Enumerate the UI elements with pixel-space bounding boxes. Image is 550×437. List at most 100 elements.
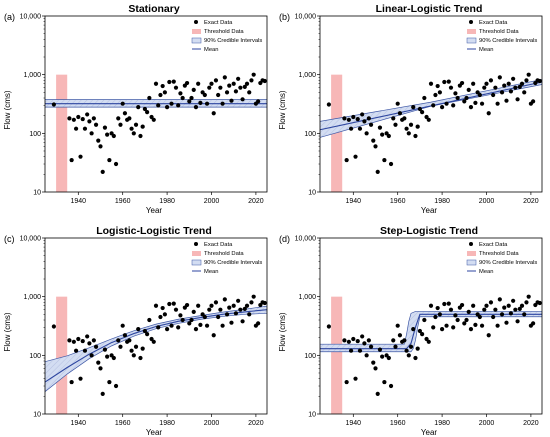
data-point <box>368 344 374 349</box>
data-point <box>353 376 358 381</box>
data-point <box>207 307 212 312</box>
legend: Exact Data Threshold Data 90% Credible I… <box>466 242 537 275</box>
data-point <box>446 79 451 84</box>
data-point <box>145 332 150 337</box>
data-point <box>147 95 152 101</box>
ci-band-hatch <box>320 79 542 138</box>
data-point <box>262 300 267 306</box>
legend-label-mean: Mean <box>204 269 219 275</box>
data-point <box>453 313 458 318</box>
data-point <box>151 117 156 122</box>
data-point <box>368 122 374 127</box>
data-point <box>524 300 529 305</box>
data-point <box>406 353 411 358</box>
data-point <box>420 332 425 337</box>
data-point <box>129 126 134 131</box>
data-point <box>111 133 116 139</box>
legend-marker-ci <box>466 259 477 266</box>
data-point <box>360 112 365 117</box>
data-point <box>158 314 163 320</box>
data-point <box>211 111 216 116</box>
data-point <box>526 294 531 299</box>
data-point <box>213 78 219 83</box>
data-point <box>100 391 105 397</box>
x-tick-label: 1980 <box>434 198 450 205</box>
data-point <box>196 303 201 308</box>
data-point <box>116 338 121 343</box>
data-point <box>118 344 123 349</box>
data-point <box>402 116 407 121</box>
legend-marker-ci <box>191 259 202 266</box>
data-point <box>67 338 72 343</box>
data-point <box>364 131 369 136</box>
data-point <box>149 336 154 342</box>
data-point <box>169 323 174 328</box>
data-point <box>519 81 525 86</box>
y-tick-label: 10 <box>308 412 316 419</box>
legend-label-exact: Exact Data <box>204 20 233 26</box>
data-point <box>442 79 447 85</box>
threshold-bar <box>331 296 343 414</box>
legend-marker-threshold <box>192 251 201 256</box>
data-point <box>433 92 438 98</box>
data-point <box>204 323 210 328</box>
data-point <box>388 383 394 389</box>
data-point <box>138 355 143 361</box>
mean-line <box>320 313 542 350</box>
data-point <box>218 85 223 90</box>
data-point <box>371 360 376 365</box>
data-point <box>249 300 254 305</box>
data-point <box>105 354 110 359</box>
data-point <box>326 102 331 107</box>
data-point <box>240 97 245 102</box>
data-point <box>471 81 476 86</box>
data-point <box>417 106 422 112</box>
panel-title: Stationary <box>128 3 180 15</box>
legend-label-threshold: Threshold Data <box>479 251 519 257</box>
data-point <box>236 76 241 81</box>
data-point <box>113 161 119 167</box>
y-axis-label: Flow (cms) <box>278 312 287 351</box>
data-point <box>242 84 247 89</box>
data-point <box>227 83 232 88</box>
data-point <box>466 309 471 314</box>
data-point <box>222 75 227 80</box>
data-point <box>522 90 527 95</box>
ci-band-hatch <box>45 306 267 392</box>
data-point <box>366 116 371 121</box>
data-point <box>244 303 250 308</box>
data-point <box>482 85 487 90</box>
data-point <box>502 83 507 88</box>
data-point <box>102 125 108 130</box>
data-point <box>380 354 385 359</box>
data-point <box>362 341 367 346</box>
data-point <box>211 333 216 338</box>
data-point <box>482 307 487 312</box>
data-point <box>411 105 416 110</box>
data-point <box>371 138 376 143</box>
data-point <box>497 75 502 80</box>
legend-label-threshold: Threshold Data <box>204 29 244 35</box>
data-point <box>479 101 485 106</box>
data-point <box>428 81 434 86</box>
data-point <box>209 81 214 86</box>
data-point <box>362 119 367 124</box>
threshold-bar <box>56 74 68 192</box>
data-point <box>96 138 101 143</box>
data-point <box>391 338 396 343</box>
legend-marker-exact <box>469 20 473 24</box>
data-point <box>382 157 387 163</box>
data-point <box>537 300 542 306</box>
data-point <box>515 97 520 102</box>
data-point <box>437 90 442 95</box>
data-point <box>187 321 192 326</box>
data-point <box>504 98 509 103</box>
data-point <box>431 103 436 108</box>
data-point <box>404 348 409 353</box>
data-point <box>471 303 476 308</box>
data-point <box>136 105 141 110</box>
data-point <box>391 116 396 121</box>
x-tick-label: 1960 <box>115 198 131 205</box>
data-point <box>499 90 505 95</box>
